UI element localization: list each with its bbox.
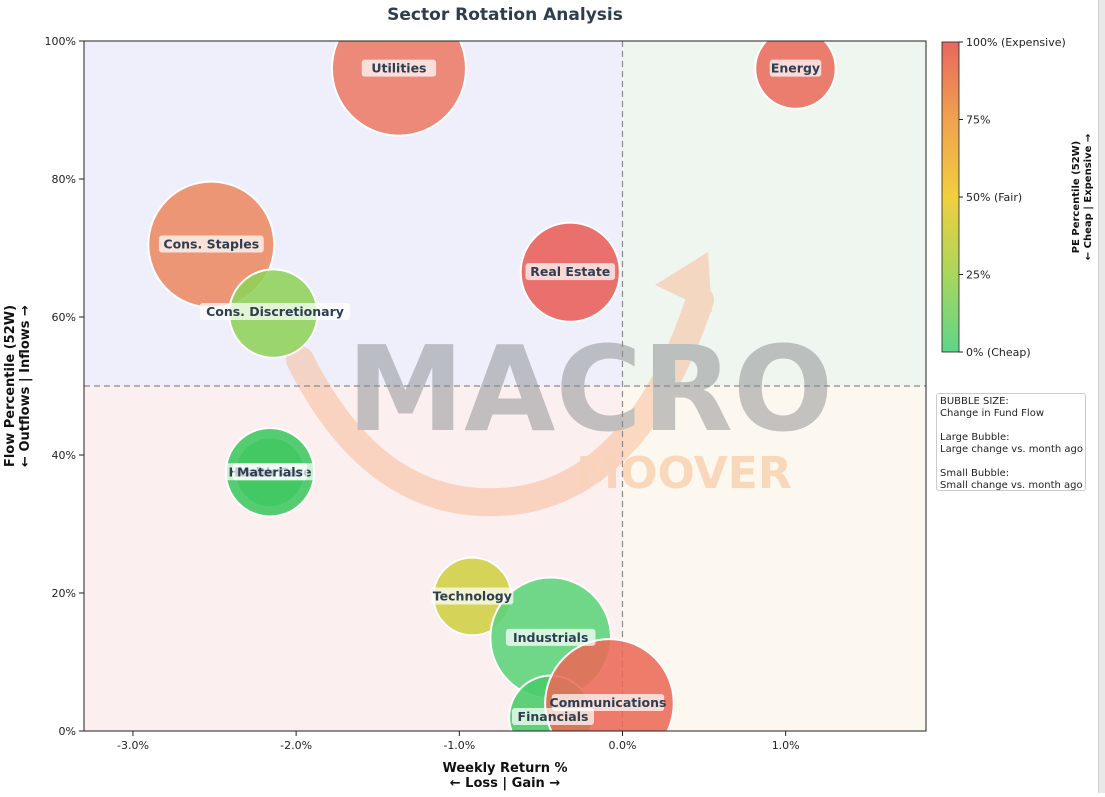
- y-tick-label: 80%: [52, 173, 76, 186]
- bubble-label-real-estate: Real Estate: [525, 263, 616, 281]
- bubble-label-bg: [525, 263, 616, 281]
- size-legend-large-desc: Large change vs. month ago: [940, 444, 1084, 455]
- y-axis-label-line1: Flow Percentile (52W): [3, 305, 18, 467]
- bubble-size-legend: BUBBLE SIZE: Change in Fund Flow Large B…: [936, 393, 1086, 491]
- colorbar-tick-label: 50% (Fair): [966, 191, 1022, 204]
- bubble-label-text: Industrials: [513, 630, 588, 645]
- colorbar-tick-label: 0% (Cheap): [966, 346, 1031, 359]
- y-tick-label: 40%: [52, 449, 76, 462]
- colorbar: [941, 41, 960, 353]
- colorbar-title-line1: PE Percentile (52W): [1071, 141, 1082, 254]
- bubble-label-utilities: Utilities: [361, 59, 437, 77]
- x-tick-label: -1.0%: [443, 739, 475, 752]
- watermark-arrow: [655, 252, 712, 312]
- bubble-label-financials: Financials: [512, 708, 594, 725]
- watermark-text-macro: MACRO: [347, 320, 834, 458]
- x-axis-label-line1: Weekly Return %: [442, 761, 567, 776]
- colorbar-ticks: 100% (Expensive) 75% 50% (Fair) 25% 0% (Chea…: [959, 36, 1066, 359]
- bubble-label-bg: [769, 59, 822, 77]
- bubble-label-bg: [505, 628, 596, 646]
- watermark-text-moover: MOOVER: [576, 448, 791, 499]
- quadrant-bottom-right: [622, 386, 926, 731]
- bubble-label-layer: Utilities Energy Cons. Staples Real Estate C…: [158, 59, 822, 725]
- bubble-label-energy: Energy: [769, 59, 822, 77]
- bubble-label-bg: [512, 708, 594, 725]
- y-tick-label: 0%: [59, 725, 76, 738]
- bubble-label-text: Cons. Discretionary: [206, 304, 344, 319]
- bubble-label-text: Materials: [237, 464, 303, 479]
- window-edge: [1098, 0, 1105, 793]
- plot-frame: [83, 40, 927, 732]
- bubble-label-text: Technology: [433, 588, 512, 603]
- x-tick-label: 0.0%: [609, 739, 637, 752]
- bubble-label-text: Financials: [518, 709, 589, 724]
- bubble-label-bg: [199, 303, 351, 320]
- bubble-label-industrials: Industrials: [505, 628, 596, 646]
- y-tick-label: 20%: [52, 587, 76, 600]
- bubble-label-bg: [361, 59, 437, 77]
- bubble-label-text: Communications: [550, 695, 667, 710]
- bubble-label-cons-staples: Cons. Staples: [158, 235, 264, 253]
- y-tick-label: 60%: [52, 311, 76, 324]
- bubble-label-text: Energy: [771, 61, 820, 76]
- x-axis-label-line2: ← Loss | Gain →: [450, 776, 561, 791]
- bubble-label-text: Utilities: [371, 61, 426, 76]
- bubble-label-bg: [551, 694, 665, 711]
- chart-title: Sector Rotation Analysis: [387, 5, 623, 25]
- bubble-label-bg: [158, 235, 264, 253]
- bubble-label-communications: Communications: [550, 694, 667, 711]
- colorbar-title-line2: ← Cheap | Expensive →: [1083, 134, 1094, 261]
- y-axis-ticks: 0% 20% 40% 60% 80% 100%: [45, 35, 84, 738]
- y-tick-label: 100%: [45, 35, 76, 48]
- bubble-label-text: Cons. Staples: [163, 237, 259, 252]
- bubble-label-text: Real Estate: [530, 264, 610, 279]
- x-tick-label: 1.0%: [772, 739, 800, 752]
- bubble-label-bg: [232, 463, 308, 481]
- watermark-logo: MACRO MOOVER: [286, 252, 834, 517]
- watermark-swoosh: [286, 286, 714, 517]
- size-legend-small-title: Small Bubble:: [940, 468, 1010, 479]
- x-tick-label: -2.0%: [280, 739, 312, 752]
- colorbar-tick-label: 75%: [966, 114, 990, 127]
- size-legend-large-title: Large Bubble:: [940, 432, 1010, 443]
- colorbar-tick-label: 100% (Expensive): [966, 36, 1066, 49]
- bubble-label-materials: Materials: [232, 463, 308, 481]
- reference-lines: [84, 41, 926, 731]
- size-legend-subtitle: Change in Fund Flow: [940, 408, 1044, 419]
- size-legend-small-desc: Small change vs. month ago: [940, 480, 1083, 491]
- x-axis-ticks: -3.0% -2.0% -1.0% 0.0% 1.0%: [117, 731, 800, 752]
- bubble-label-technology: Technology: [431, 587, 514, 605]
- y-axis-label-line2: ← Outflows | Inflows →: [18, 305, 33, 467]
- x-tick-label: -3.0%: [117, 739, 149, 752]
- colorbar-tick-label: 25%: [966, 269, 990, 282]
- bubble-label-bg: [431, 587, 514, 605]
- bubble-label-cons-discretionary: Cons. Discretionary: [199, 303, 351, 320]
- size-legend-title: BUBBLE SIZE:: [940, 396, 1009, 407]
